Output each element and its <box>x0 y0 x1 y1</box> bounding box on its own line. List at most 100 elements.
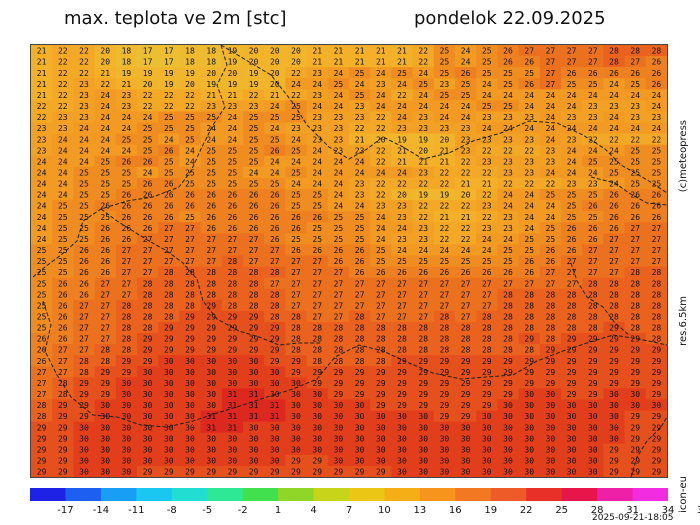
legend-tick: 19 <box>484 505 498 516</box>
copyright-label: (c)meteopress <box>678 120 689 193</box>
temperature-value: 30 <box>143 390 153 399</box>
temperature-value: 28 <box>503 312 513 321</box>
temperature-cell <box>370 410 392 423</box>
temperature-value: 25 <box>228 157 238 166</box>
temperature-value: 28 <box>228 301 238 310</box>
temperature-cell <box>158 366 180 378</box>
temperature-value: 26 <box>609 69 619 78</box>
temperature-value: 24 <box>312 180 322 189</box>
temperature-cell <box>349 266 371 279</box>
temperature-value: 27 <box>185 257 195 266</box>
temperature-value: 25 <box>355 69 365 78</box>
temperature-cell <box>200 144 223 157</box>
temperature-value: 30 <box>164 434 174 443</box>
temperature-cell <box>476 288 498 301</box>
temperature-cell <box>645 421 667 434</box>
temperature-cell <box>52 166 74 179</box>
temperature-cell <box>497 266 520 279</box>
temperature-cell <box>73 355 96 367</box>
temperature-value: 22 <box>440 202 450 211</box>
temperature-cell <box>243 166 265 179</box>
temperature-cell <box>115 321 138 334</box>
temperature-value: 27 <box>100 324 110 333</box>
temperature-cell <box>645 100 667 113</box>
temperature-value: 22 <box>503 180 513 189</box>
temperature-value: 30 <box>312 445 322 454</box>
temperature-value: 21 <box>334 47 344 56</box>
temperature-cell <box>370 45 392 57</box>
temperature-cell <box>370 355 392 367</box>
temperature-value: 23 <box>355 102 365 111</box>
temperature-cell <box>476 133 498 146</box>
temperature-value: 30 <box>249 423 259 432</box>
temperature-cell <box>582 399 604 412</box>
temperature-cell <box>306 177 329 190</box>
temperature-value: 29 <box>588 335 598 344</box>
temperature-value: 26 <box>270 146 280 155</box>
temperature-value: 30 <box>503 456 513 465</box>
temperature-cell <box>645 299 667 312</box>
temperature-cell <box>349 177 371 190</box>
temperature-value: 27 <box>588 257 598 266</box>
temperature-value: 28 <box>524 346 534 355</box>
temperature-value: 22 <box>376 124 386 133</box>
temperature-cell <box>582 233 604 245</box>
temperature-value: 21 <box>418 157 428 166</box>
temperature-value: 28 <box>249 301 259 310</box>
temperature-value: 25 <box>249 180 259 189</box>
temperature-value: 25 <box>546 235 556 244</box>
legend-tick: 34 <box>661 505 675 516</box>
temperature-value: 22 <box>440 168 450 177</box>
temperature-value: 29 <box>228 468 238 477</box>
temperature-cell <box>73 67 96 79</box>
temperature-value: 29 <box>397 357 407 366</box>
temperature-cell <box>31 321 53 334</box>
temperature-cell <box>624 410 647 423</box>
legend-swatch <box>313 488 350 501</box>
temperature-cell <box>539 366 562 378</box>
temperature-value: 30 <box>376 456 386 465</box>
temperature-value: 25 <box>334 80 344 89</box>
temperature-cell <box>327 266 350 279</box>
temperature-value: 26 <box>122 157 132 166</box>
temperature-cell <box>455 266 477 279</box>
temperature-value: 30 <box>355 445 365 454</box>
temperature-cell <box>73 244 96 257</box>
temperature-value: 28 <box>376 357 386 366</box>
temperature-value: 19 <box>418 191 428 200</box>
temperature-cell <box>31 410 53 423</box>
temperature-value: 26 <box>164 202 174 211</box>
temperature-cell <box>455 189 477 201</box>
temperature-value: 21 <box>440 146 450 155</box>
temperature-cell <box>603 288 626 301</box>
temperature-cell <box>327 67 350 79</box>
temperature-cell <box>31 277 53 290</box>
temperature-value: 29 <box>588 357 598 366</box>
temperature-value: 24 <box>418 246 428 255</box>
temperature-cell <box>476 255 498 268</box>
temperature-cell <box>285 177 308 190</box>
temperature-cell <box>73 78 96 90</box>
temperature-cell <box>349 155 371 168</box>
temperature-value: 25 <box>164 157 174 166</box>
temperature-value: 25 <box>588 80 598 89</box>
temperature-cell <box>539 288 562 301</box>
temperature-value: 22 <box>376 191 386 200</box>
temperature-cell <box>221 355 244 367</box>
temperature-value: 30 <box>164 456 174 465</box>
temperature-value: 19 <box>206 80 216 89</box>
temperature-value: 28 <box>524 290 534 299</box>
temperature-value: 29 <box>37 434 47 443</box>
temperature-value: 26 <box>334 246 344 255</box>
temperature-value: 24 <box>524 91 534 100</box>
temperature-value: 25 <box>503 102 513 111</box>
temperature-value: 29 <box>58 445 68 454</box>
temperature-value: 24 <box>185 157 195 166</box>
temperature-cell <box>455 67 477 79</box>
temperature-value: 24 <box>312 146 322 155</box>
temperature-cell <box>94 222 117 234</box>
temperature-cell <box>497 89 520 101</box>
temperature-value: 29 <box>100 390 110 399</box>
temperature-value: 28 <box>164 268 174 277</box>
temperature-cell <box>582 277 604 290</box>
